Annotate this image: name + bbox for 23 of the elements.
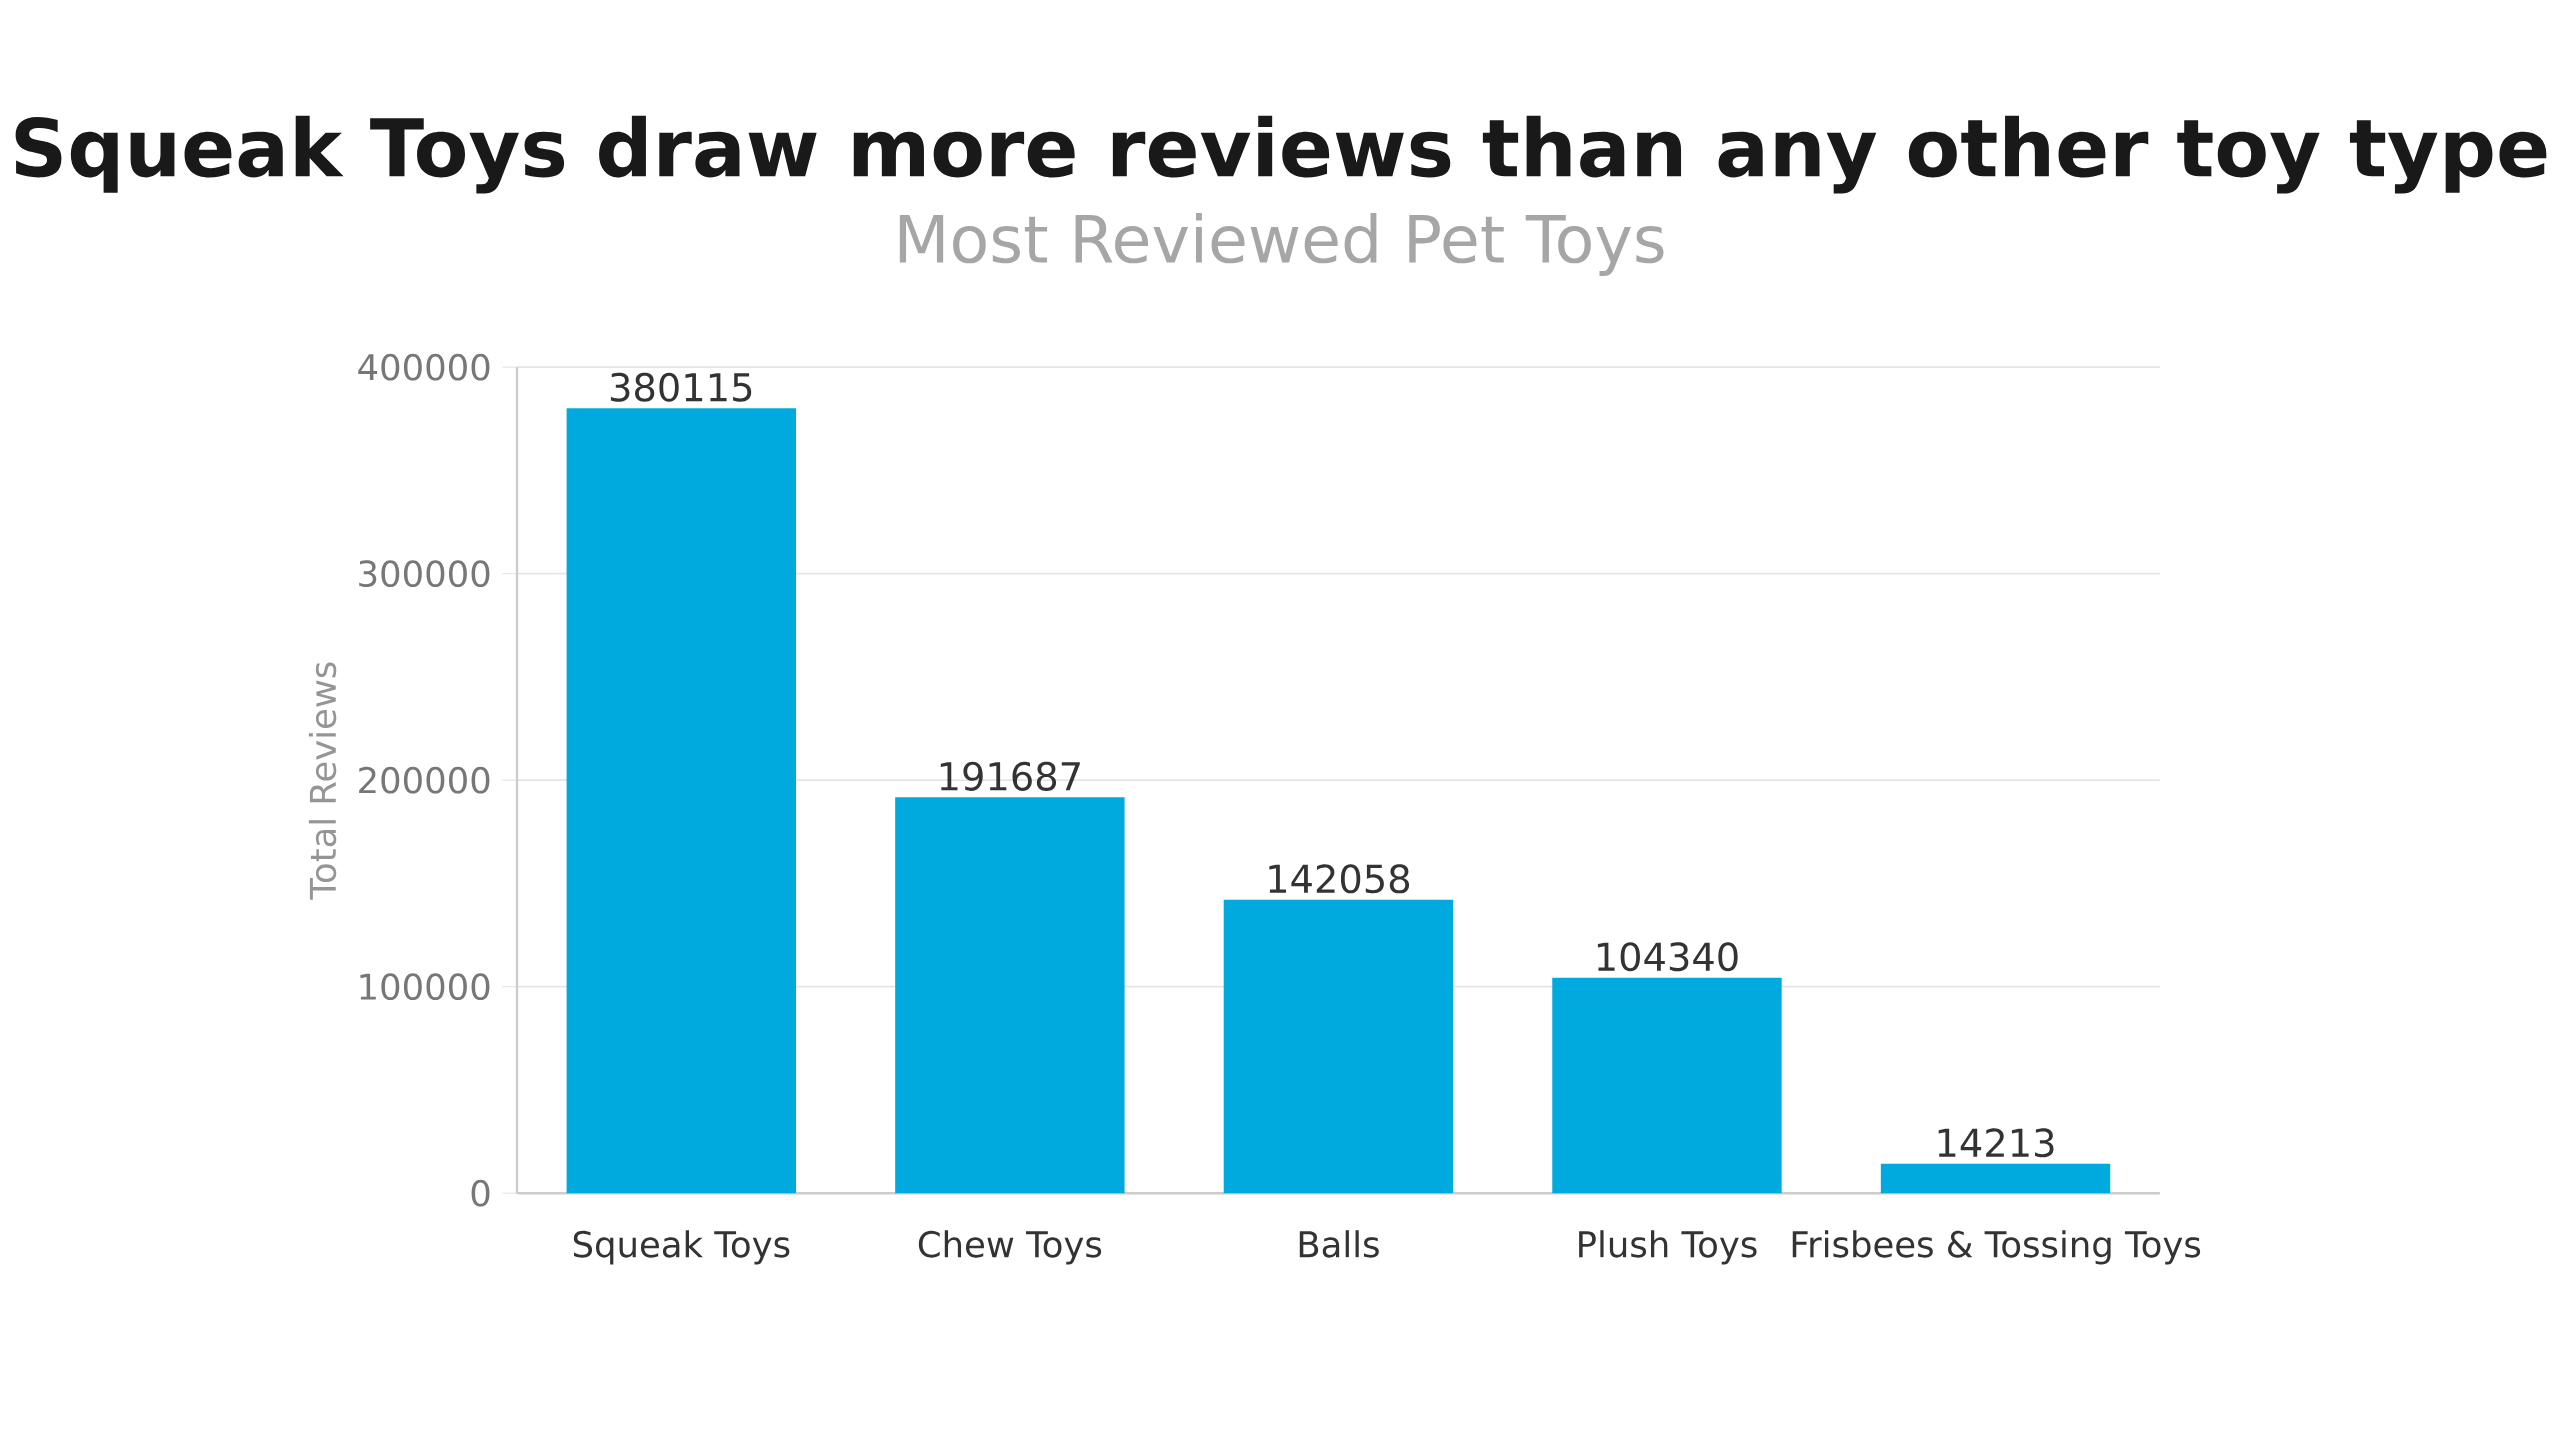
chart-title: Squeak Toys draw more reviews than any other toy type	[15, 115, 2547, 194]
y-tick-label: 0	[471, 1179, 490, 1207]
data-label: 104340	[1597, 942, 1738, 972]
bar	[566, 408, 797, 1194]
x-tick-label: Chew Toys	[918, 1230, 1102, 1265]
x-tick-label: Plush Toys	[1579, 1230, 1757, 1265]
x-tick-label: Squeak Toys	[573, 1230, 790, 1265]
bar	[1880, 1163, 2111, 1194]
y-tick-label: 400000	[358, 353, 490, 381]
x-tick-label: Balls	[1299, 1230, 1379, 1258]
y-axis-title: Total Reviews	[308, 662, 337, 900]
data-label: 142058	[1269, 864, 1410, 894]
data-label: 191687	[940, 761, 1080, 791]
y-tick-label: 200000	[359, 766, 490, 794]
x-tick-label: Frisbees & Tossing Toys	[1792, 1230, 2201, 1265]
chart-subtitle: Most Reviewed Pet Toys	[899, 212, 1664, 276]
bar	[1223, 899, 1454, 1194]
y-tick-label: 300000	[359, 560, 490, 587]
bar	[1552, 977, 1782, 1194]
y-tick-label: 100000	[360, 973, 490, 1000]
bar	[895, 797, 1125, 1194]
data-label: 380115	[610, 372, 752, 402]
data-label: 14213	[1938, 1128, 2054, 1158]
